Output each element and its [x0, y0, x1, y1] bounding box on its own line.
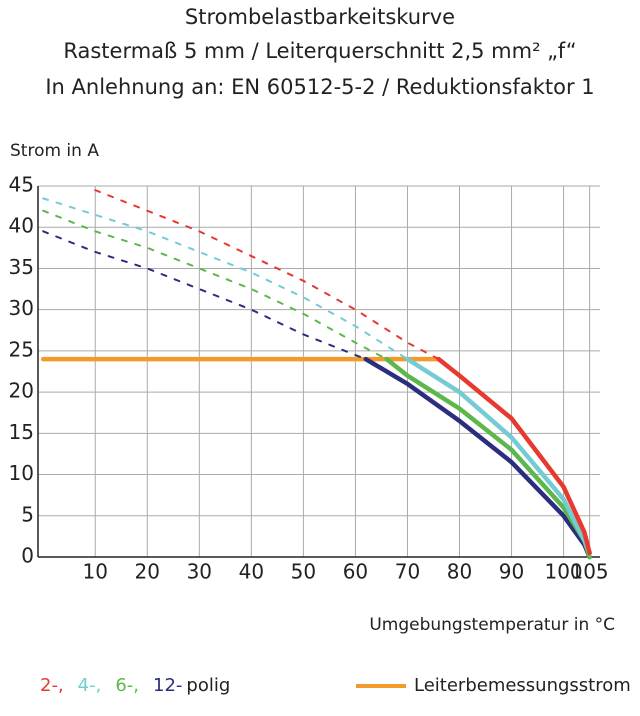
x-axis-label: Umgebungstemperatur in °C	[369, 615, 615, 635]
x-tick-label: 70	[395, 560, 420, 584]
y-tick-label: 25	[9, 337, 34, 361]
chart-subtitle: In Anlehnung an: EN 60512-5-2 / Reduktio…	[45, 75, 594, 99]
legend-entry: 4-,	[78, 675, 102, 696]
y-tick-label: 35	[9, 255, 34, 279]
dashed-curve	[42, 209, 388, 361]
y-tick-label: 0	[21, 544, 34, 568]
x-tick-label: 105	[570, 560, 608, 584]
x-tick-label: 10	[83, 560, 108, 584]
curve	[436, 356, 592, 556]
x-tick-label: 20	[135, 560, 160, 584]
y-tick-label: 5	[21, 502, 34, 526]
legend-entry: 2-,	[40, 675, 64, 696]
y-tick-label: 40	[9, 214, 34, 238]
x-tick-label: 90	[499, 560, 524, 584]
y-tick-label: 10	[9, 461, 34, 485]
x-tick-label: 50	[291, 560, 316, 584]
legend-suffix: polig	[186, 675, 230, 696]
chart-title: Strombelastbarkeitskurve	[185, 5, 455, 29]
dashed-curve	[42, 197, 409, 361]
y-tick-label: 15	[9, 420, 34, 444]
legend-entry: 12-	[153, 675, 182, 696]
x-tick-label: 60	[343, 560, 368, 584]
dashed-curve	[42, 230, 367, 361]
y-tick-label: 20	[9, 379, 34, 403]
legend-entry: 6-,	[115, 675, 139, 696]
x-tick-label: 30	[187, 560, 212, 584]
x-tick-label: 40	[239, 560, 264, 584]
y-tick-label: 45	[9, 173, 34, 197]
chart-subtitle: Rastermaß 5 mm / Leiterquerschnitt 2,5 m…	[63, 39, 576, 63]
dashed-curve	[94, 189, 440, 361]
curve	[405, 356, 592, 556]
x-tick-label: 100	[544, 560, 582, 584]
y-axis-label: Strom in A	[10, 141, 99, 161]
legend-entry: Leiterbemessungsstrom	[414, 675, 631, 696]
y-tick-label: 30	[9, 296, 34, 320]
x-tick-label: 80	[447, 560, 472, 584]
